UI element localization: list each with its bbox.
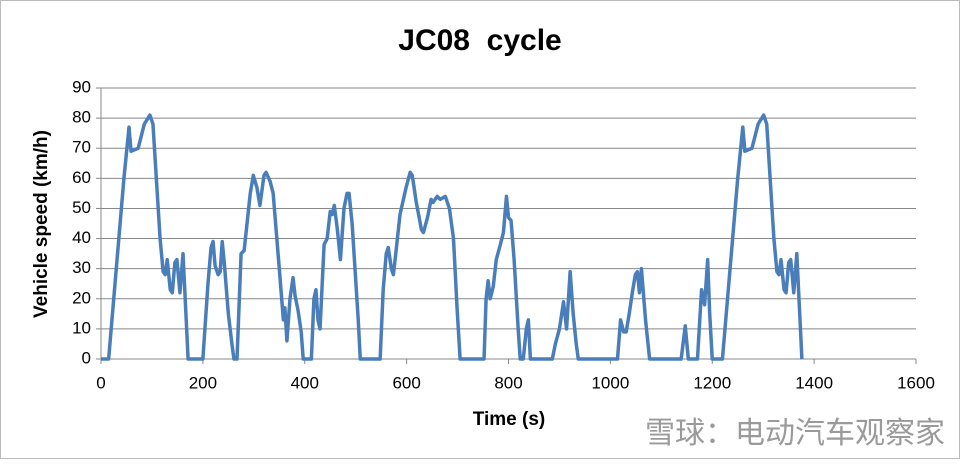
y-tick-label: 0 — [82, 348, 91, 367]
x-tick-label: 1000 — [591, 373, 629, 392]
y-axis-label: Vehicle speed (km/h) — [31, 130, 52, 318]
x-tick-label: 0 — [96, 373, 105, 392]
watermark: 雪球：电动汽车观察家 — [645, 417, 945, 450]
y-tick-label: 80 — [72, 108, 91, 127]
x-tick-label: 1400 — [795, 373, 833, 392]
x-tick-label: 1200 — [693, 373, 731, 392]
x-tick-label: 800 — [494, 373, 522, 392]
y-tick-label: 60 — [72, 168, 91, 187]
x-axis-label: Time (s) — [473, 409, 546, 430]
y-tick-label: 10 — [72, 318, 91, 337]
y-tick-label: 90 — [72, 77, 91, 96]
y-tick-label: 30 — [72, 258, 91, 277]
chart-title: JC08 cycle — [398, 24, 561, 57]
y-tick-label: 50 — [72, 198, 91, 217]
x-tick-label: 400 — [291, 373, 319, 392]
y-tick-label: 40 — [72, 228, 91, 247]
x-tick-label: 600 — [392, 373, 420, 392]
x-tick-label: 1600 — [897, 373, 935, 392]
y-tick-label: 20 — [72, 288, 91, 307]
y-tick-label: 70 — [72, 138, 91, 157]
speed-line — [101, 113, 804, 361]
x-tick-label: 200 — [189, 373, 217, 392]
